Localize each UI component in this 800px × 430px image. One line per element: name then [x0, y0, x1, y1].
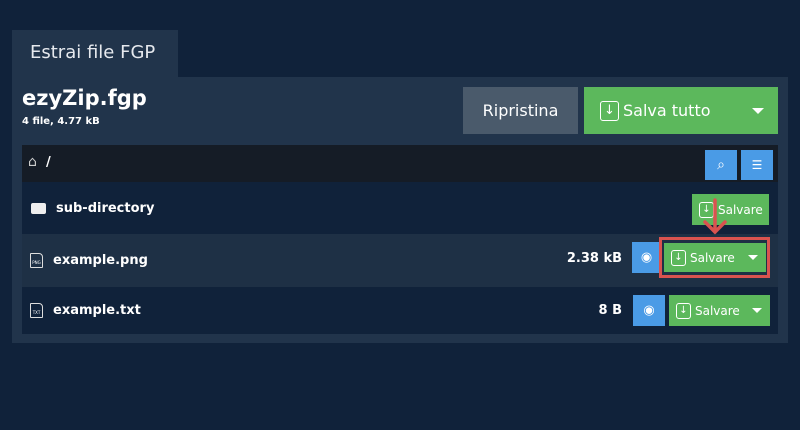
chevron-down-icon[interactable] — [748, 255, 758, 260]
list-icon: ☰ — [751, 158, 763, 172]
file-size: 8 B — [598, 303, 622, 318]
search-button[interactable]: ⌕ — [705, 150, 737, 180]
breadcrumb: ⌂ / — [22, 145, 778, 182]
eye-icon: ◉ — [643, 303, 655, 318]
preview-button[interactable]: ◉ — [633, 295, 665, 326]
archive-title: ezyZip.fgp — [22, 86, 147, 110]
download-icon: ↓ — [676, 302, 691, 319]
pointer-arrow-icon — [703, 198, 727, 235]
chevron-down-icon[interactable] — [752, 308, 762, 313]
reset-button[interactable]: Ripristina — [463, 87, 578, 134]
download-icon: ↓ — [600, 100, 619, 121]
row-name[interactable]: example.png — [53, 253, 148, 268]
list-view-button[interactable]: ☰ — [741, 150, 773, 180]
download-icon: ↓ — [671, 249, 686, 266]
save-all-label: Salva tutto — [623, 101, 711, 120]
highlight-box — [659, 237, 770, 278]
png-file-icon: PNG — [30, 253, 43, 268]
save-all-button[interactable]: ↓ Salva tutto — [584, 87, 778, 134]
save-label: Salvare — [690, 250, 735, 265]
save-button[interactable]: ↓ Salvare — [669, 295, 770, 326]
file-size: 2.38 kB — [566, 251, 622, 266]
tab-extract-fgp[interactable]: Estrai file FGP — [12, 30, 178, 77]
save-label: Salvare — [718, 202, 763, 217]
table-row[interactable]: sub-directory — [22, 182, 778, 234]
save-button[interactable]: ↓ Salvare — [664, 243, 766, 272]
preview-button[interactable]: ◉ — [632, 242, 661, 273]
chevron-down-icon[interactable] — [752, 107, 764, 114]
search-icon: ⌕ — [717, 157, 725, 173]
folder-icon — [31, 202, 46, 214]
save-button[interactable]: ↓ Salvare — [692, 194, 769, 225]
txt-file-icon: TXT — [30, 303, 43, 318]
home-icon[interactable]: ⌂ — [28, 154, 37, 170]
eye-icon: ◉ — [640, 250, 653, 265]
save-label: Salvare — [695, 303, 740, 318]
row-name[interactable]: sub-directory — [56, 200, 155, 216]
breadcrumb-path[interactable]: / — [46, 155, 51, 170]
archive-summary: 4 file, 4.77 kB — [22, 116, 100, 127]
row-name[interactable]: example.txt — [53, 303, 141, 318]
